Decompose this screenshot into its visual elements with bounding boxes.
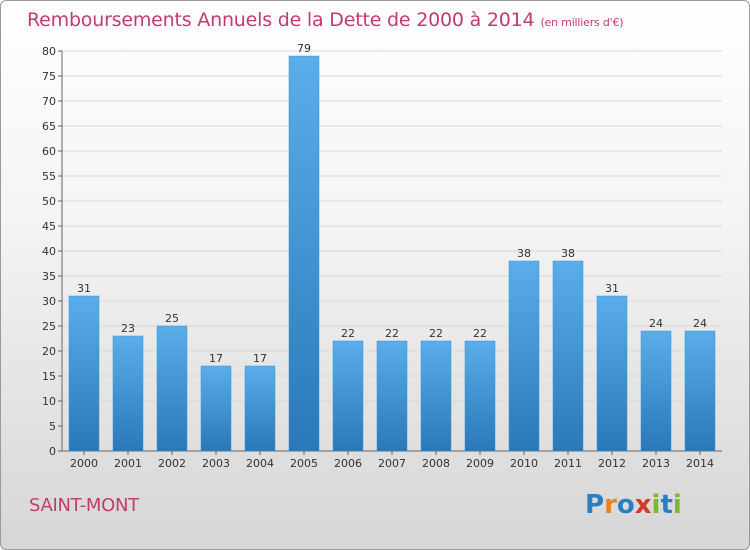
x-tick-label: 2010: [510, 457, 538, 470]
logo-letter: i: [651, 490, 661, 520]
x-tick-label: 2013: [642, 457, 670, 470]
x-tick-label: 2011: [554, 457, 582, 470]
chart-title: Remboursements Annuels de la Dette de 20…: [27, 9, 624, 31]
bar-value-label: 22: [429, 327, 443, 340]
logo-letter: i: [672, 490, 682, 520]
bar: [420, 340, 452, 452]
bar: [200, 365, 232, 452]
logo-letter: r: [604, 490, 617, 520]
x-tick-label: 2002: [158, 457, 186, 470]
bar-value-label: 31: [605, 282, 619, 295]
proxiti-logo: Proxiti: [585, 490, 682, 520]
bar-value-label: 22: [385, 327, 399, 340]
y-tick-label: 65: [42, 120, 56, 133]
bar-value-label: 38: [561, 247, 575, 260]
y-tick-label: 70: [42, 95, 56, 108]
y-tick-label: 15: [42, 370, 56, 383]
y-tick-label: 25: [42, 320, 56, 333]
bar-value-label: 25: [165, 312, 179, 325]
y-tick-label: 20: [42, 345, 56, 358]
y-tick-label: 60: [42, 145, 56, 158]
y-tick-label: 80: [42, 45, 56, 58]
bar-value-label: 17: [209, 352, 223, 365]
bar-value-label: 38: [517, 247, 531, 260]
x-tick-label: 2004: [246, 457, 274, 470]
place-name: SAINT-MONT: [29, 495, 139, 516]
bar-value-label: 24: [693, 317, 707, 330]
bar-value-label: 23: [121, 322, 135, 335]
logo-letter: o: [616, 490, 635, 520]
bar-value-label: 24: [649, 317, 663, 330]
bar-value-label: 22: [341, 327, 355, 340]
bar: [376, 340, 408, 452]
bar: [684, 330, 716, 452]
bar: [640, 330, 672, 452]
y-tick-label: 10: [42, 395, 56, 408]
bar-value-label: 79: [297, 42, 311, 55]
y-tick-label: 75: [42, 70, 56, 83]
y-tick-label: 5: [49, 420, 56, 433]
x-tick-label: 2000: [70, 457, 98, 470]
bar: [112, 335, 144, 452]
x-tick-label: 2009: [466, 457, 494, 470]
y-tick-label: 45: [42, 220, 56, 233]
x-tick-label: 2003: [202, 457, 230, 470]
x-tick-label: 2005: [290, 457, 318, 470]
y-tick-label: 40: [42, 245, 56, 258]
bar: [332, 340, 364, 452]
y-tick-label: 50: [42, 195, 56, 208]
bar: [68, 295, 100, 452]
x-tick-label: 2012: [598, 457, 626, 470]
x-tick-label: 2001: [114, 457, 142, 470]
x-tick-label: 2014: [686, 457, 714, 470]
x-tick-label: 2007: [378, 457, 406, 470]
bar: [288, 55, 320, 452]
y-tick-label: 0: [49, 445, 56, 458]
y-tick-label: 35: [42, 270, 56, 283]
logo-letter: x: [634, 490, 652, 520]
y-tick-label: 30: [42, 295, 56, 308]
chart-title-text: Remboursements Annuels de la Dette de 20…: [27, 9, 535, 31]
y-tick-label: 55: [42, 170, 56, 183]
bar-value-label: 22: [473, 327, 487, 340]
chart-unit: (en milliers d'€): [540, 16, 624, 29]
logo-letter: P: [585, 490, 605, 520]
bar: [464, 340, 496, 452]
bar: [508, 260, 540, 452]
x-tick-label: 2006: [334, 457, 362, 470]
logo-letter: t: [660, 490, 673, 520]
bar: [244, 365, 276, 452]
bar-value-label: 17: [253, 352, 267, 365]
bar: [156, 325, 188, 452]
bar: [552, 260, 584, 452]
bar-value-label: 31: [77, 282, 91, 295]
x-tick-label: 2008: [422, 457, 450, 470]
bar: [596, 295, 628, 452]
